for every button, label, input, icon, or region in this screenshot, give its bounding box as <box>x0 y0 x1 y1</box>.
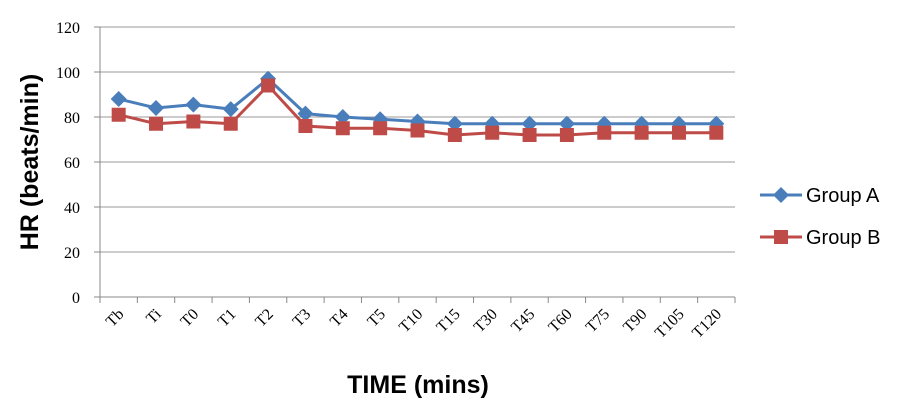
legend-item: Group A <box>760 185 880 207</box>
x-tick-label: T3 <box>290 306 315 331</box>
point <box>297 105 314 122</box>
point <box>298 119 313 133</box>
point <box>261 78 276 93</box>
x-tick-label: T60 <box>545 306 575 336</box>
y-tick-label: 20 <box>64 245 80 262</box>
x-tick-label: T2 <box>252 306 277 331</box>
y-tick-label: 40 <box>64 200 80 217</box>
x-tick-label: T120 <box>689 306 725 342</box>
point <box>149 116 164 131</box>
point <box>447 128 462 142</box>
point <box>597 125 612 140</box>
x-tick-label: T30 <box>471 306 501 336</box>
point <box>709 125 724 140</box>
x-tick-label: Tb <box>103 306 128 331</box>
y-tick-label: 100 <box>56 65 80 82</box>
x-tick-label: T1 <box>215 306 240 331</box>
point <box>334 109 351 125</box>
legend-label: Group A <box>806 185 880 207</box>
point <box>485 125 500 140</box>
x-axis-label: TIME (mins) <box>347 371 489 399</box>
legend-label: Group B <box>806 227 880 249</box>
y-axis-label: HR (beats/min) <box>16 74 44 250</box>
y-tick-label: 80 <box>64 110 80 127</box>
x-tick-label: T4 <box>327 306 352 331</box>
x-tick-label: T90 <box>620 306 650 336</box>
point <box>222 101 239 118</box>
point <box>410 123 425 138</box>
legend-item: Group B <box>760 227 880 249</box>
point <box>186 114 201 129</box>
y-tick-label: 120 <box>56 20 80 37</box>
point <box>223 116 238 131</box>
x-tick-label: T0 <box>178 306 203 331</box>
x-tick-label: T45 <box>508 306 538 336</box>
x-tick-label: T15 <box>433 306 463 336</box>
x-tick-label: T75 <box>583 306 613 336</box>
x-tick-label: T105 <box>652 306 688 342</box>
y-tick-label: 0 <box>72 290 80 307</box>
y-tick-label: 60 <box>64 155 80 172</box>
legend-marker <box>774 230 788 244</box>
point <box>148 100 165 116</box>
point <box>671 125 686 140</box>
point <box>111 107 126 122</box>
point <box>373 121 388 136</box>
x-tick-label: T10 <box>396 306 426 336</box>
point <box>558 115 575 132</box>
point <box>446 115 463 132</box>
point <box>335 121 350 136</box>
point <box>185 96 202 113</box>
point <box>110 91 127 107</box>
point <box>634 125 649 140</box>
x-tick-label: Ti <box>143 305 165 327</box>
point <box>559 128 574 142</box>
point <box>522 128 537 142</box>
x-tick-label: T5 <box>364 306 389 331</box>
legend-marker <box>773 187 789 203</box>
point <box>521 115 538 132</box>
